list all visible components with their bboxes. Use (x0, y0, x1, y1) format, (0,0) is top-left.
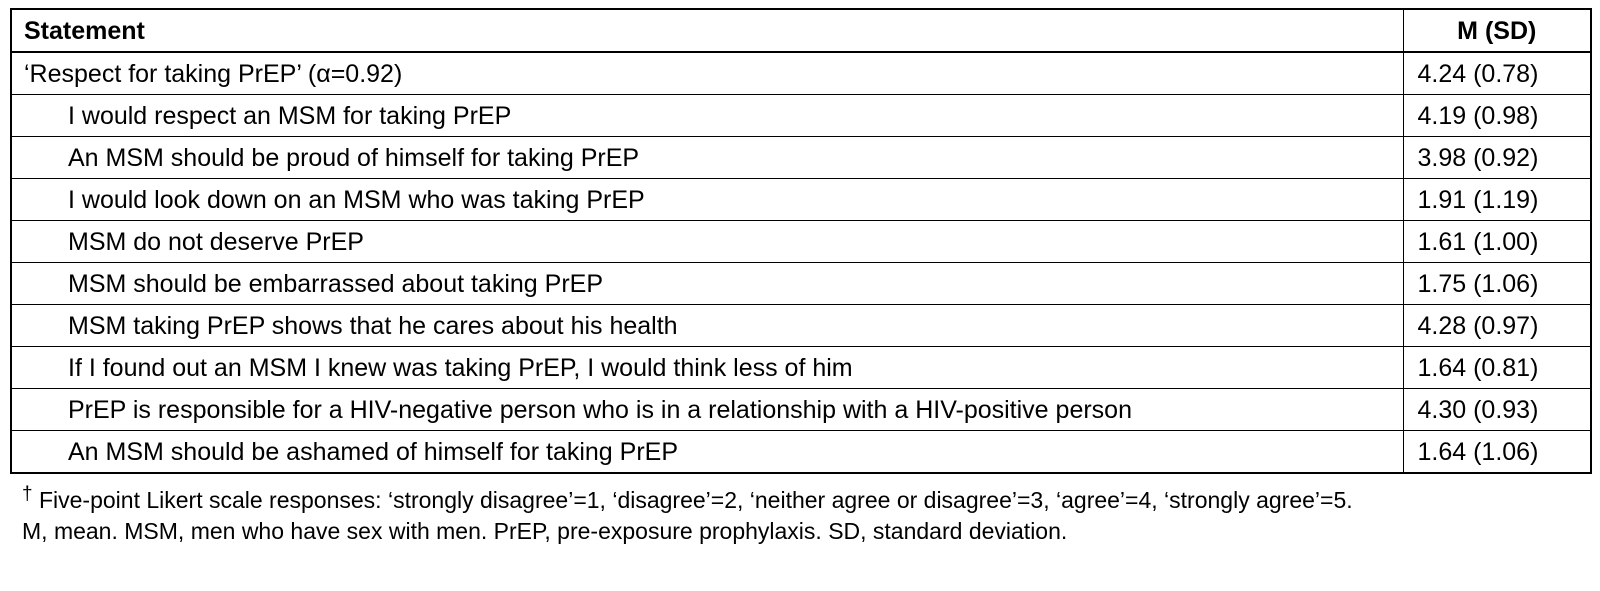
table-row: An MSM should be ashamed of himself for … (10, 430, 1592, 474)
footnote-likert-text: Five-point Likert scale responses: ‘stro… (38, 487, 1353, 513)
table-body: ‘Respect for taking PrEP’ (α=0.92) 4.24 … (10, 51, 1592, 474)
cell-msd: 4.28 (0.97) (1402, 304, 1592, 347)
cell-statement: I would respect an MSM for taking PrEP (10, 94, 1404, 137)
cell-msd: 1.61 (1.00) (1402, 220, 1592, 263)
cell-statement: An MSM should be ashamed of himself for … (10, 430, 1404, 474)
footnote-likert: † Five-point Likert scale responses: ‘st… (22, 483, 1590, 516)
cell-msd: 3.98 (0.92) (1402, 136, 1592, 179)
footnote-abbreviations: M, mean. MSM, men who have sex with men.… (22, 518, 1068, 544)
table-row: MSM taking PrEP shows that he cares abou… (10, 304, 1592, 347)
table-header: Statement M (SD) (10, 8, 1592, 53)
cell-msd: 4.19 (0.98) (1402, 94, 1592, 137)
cell-msd: 1.64 (1.06) (1402, 430, 1592, 474)
table-row: ‘Respect for taking PrEP’ (α=0.92) 4.24 … (10, 51, 1592, 95)
statements-table: Statement M (SD) ‘Respect for taking PrE… (10, 8, 1592, 474)
dagger-symbol: † (22, 483, 33, 505)
cell-statement: An MSM should be proud of himself for ta… (10, 136, 1404, 179)
column-header-msd: M (SD) (1402, 8, 1592, 53)
cell-statement: MSM do not deserve PrEP (10, 220, 1404, 263)
cell-statement: I would look down on an MSM who was taki… (10, 178, 1404, 221)
cell-statement: PrEP is responsible for a HIV-negative p… (10, 388, 1404, 431)
column-header-statement: Statement (10, 8, 1404, 53)
cell-statement: MSM taking PrEP shows that he cares abou… (10, 304, 1404, 347)
cell-statement: ‘Respect for taking PrEP’ (α=0.92) (10, 51, 1404, 95)
cell-msd: 4.30 (0.93) (1402, 388, 1592, 431)
table-row: I would respect an MSM for taking PrEP 4… (10, 94, 1592, 137)
cell-msd: 1.64 (0.81) (1402, 346, 1592, 389)
table-header-row: Statement M (SD) (10, 8, 1592, 53)
table-row: MSM should be embarrassed about taking P… (10, 262, 1592, 305)
table-row: An MSM should be proud of himself for ta… (10, 136, 1592, 179)
table-row: I would look down on an MSM who was taki… (10, 178, 1592, 221)
table-footnotes: † Five-point Likert scale responses: ‘st… (10, 483, 1590, 547)
cell-statement: If I found out an MSM I knew was taking … (10, 346, 1404, 389)
cell-msd: 1.91 (1.19) (1402, 178, 1592, 221)
cell-msd: 4.24 (0.78) (1402, 51, 1592, 95)
cell-msd: 1.75 (1.06) (1402, 262, 1592, 305)
table-row: PrEP is responsible for a HIV-negative p… (10, 388, 1592, 431)
cell-statement: MSM should be embarrassed about taking P… (10, 262, 1404, 305)
table-row: If I found out an MSM I knew was taking … (10, 346, 1592, 389)
table-row: MSM do not deserve PrEP 1.61 (1.00) (10, 220, 1592, 263)
